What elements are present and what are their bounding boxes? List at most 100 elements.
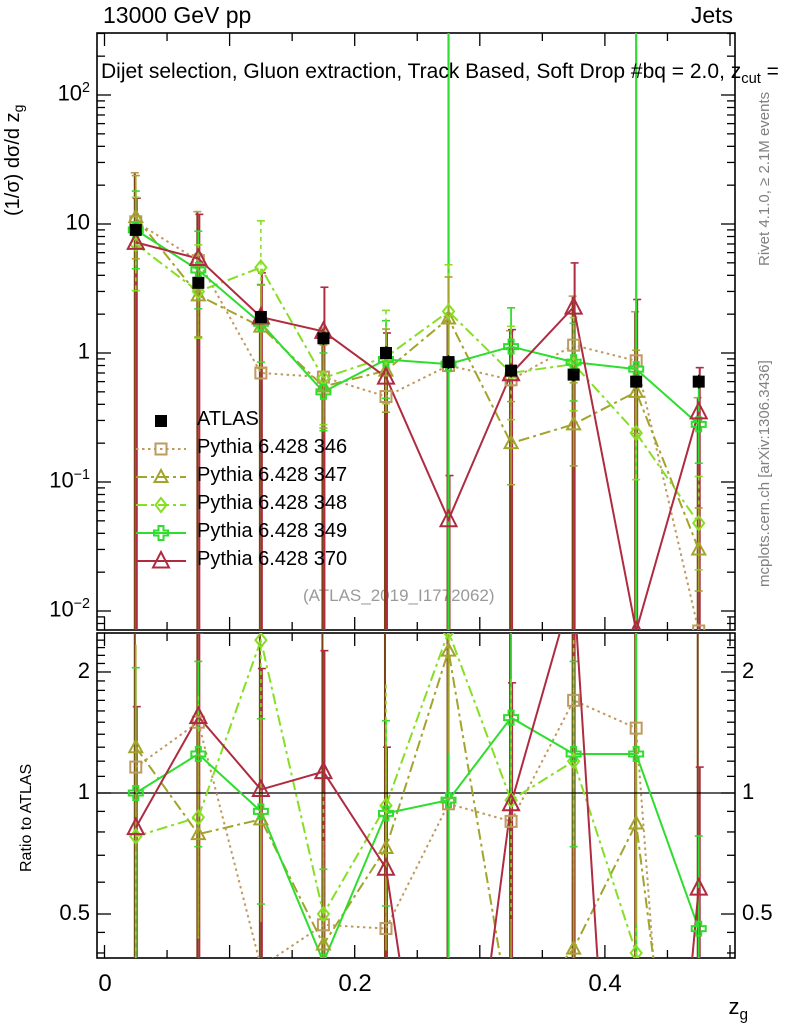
legend-label-pythia-348: Pythia 6.428 348	[197, 492, 348, 514]
ratio-y-tick-2-right: 2	[742, 658, 755, 683]
legend-label-pythia-347: Pythia 6.428 347	[197, 464, 348, 486]
marker-p347	[440, 309, 457, 325]
marker-p348	[629, 424, 643, 442]
ratio-series-line-p347	[134, 650, 655, 958]
marker-p370	[689, 400, 709, 420]
x-axis-title: zg	[690, 994, 748, 1024]
main-y-tick-0p1: 10−1	[26, 467, 90, 493]
marker-p349	[315, 383, 332, 400]
marker-p346	[692, 624, 706, 630]
ratio-marker-p349	[252, 803, 269, 820]
legend	[136, 415, 186, 569]
header-beam-energy: 13000 GeV pp	[103, 2, 252, 28]
marker-p349	[503, 338, 520, 355]
legend-label-atlas: ATLAS	[197, 408, 259, 430]
tick-text: 10	[65, 209, 90, 235]
marker-p370	[563, 295, 584, 315]
main-y-tick-100: 102	[26, 80, 90, 106]
legend-marker-atlas	[155, 415, 167, 427]
axis-ticks	[97, 32, 735, 958]
main-y-tick-1: 1	[26, 338, 90, 364]
ratio-marker-p349	[377, 805, 394, 822]
marker-atlas	[505, 364, 518, 377]
ratio-marker-p348	[566, 752, 581, 770]
ratio-y-tick-1-right: 1	[742, 779, 755, 804]
legend-marker-p346	[154, 442, 168, 456]
ratio-marker-p348	[442, 633, 455, 641]
ratio-marker-p346	[255, 961, 266, 972]
ratio-marker-p347	[315, 935, 332, 951]
series-line-p347	[134, 216, 700, 550]
ratio-marker-p346	[567, 693, 581, 707]
marker-p348	[691, 514, 706, 532]
tick-exp: −1	[73, 467, 90, 483]
series-line-p370	[135, 241, 700, 630]
legend-marker-p347	[152, 467, 170, 483]
ratio-marker-p348	[504, 791, 518, 809]
tick-text: 1	[77, 338, 90, 364]
marker-p346	[567, 338, 581, 352]
legend-marker-p348	[154, 496, 168, 514]
ratio-marker-p370	[188, 705, 208, 724]
ratio-panel-frame	[96, 632, 736, 959]
main-y-axis-title-sub: g	[10, 104, 26, 113]
main-y-tick-10: 10	[26, 209, 90, 235]
ratio-marker-p370	[126, 816, 146, 836]
marker-p349	[690, 416, 707, 433]
ratio-marker-p347	[565, 939, 582, 955]
header-analysis-group: Jets	[690, 2, 733, 28]
ratio-y-tick-0p5-left: 0.5	[59, 900, 90, 925]
legend-label-pythia-370: Pythia 6.428 370	[197, 548, 348, 570]
tick-text: 10	[49, 467, 74, 493]
marker-atlas	[692, 375, 705, 388]
x-tick-0p4: 0.4	[588, 970, 622, 997]
marker-p347	[502, 434, 520, 450]
marker-p348	[441, 302, 456, 321]
ratio-marker-p348	[254, 633, 268, 649]
mcplots-reference-note: mcplots.cern.ch [arXiv:1306.3436]	[756, 360, 773, 587]
ratio-marker-p346	[442, 797, 456, 811]
rivet-version-note: Rivet 4.1.0, ≥ 2.1M events	[756, 91, 773, 266]
marker-p346	[379, 390, 393, 404]
ratio-series-lines	[134, 633, 700, 958]
marker-p347	[627, 382, 645, 398]
ratio-marker-p346	[129, 760, 143, 774]
ratio-marker-p347	[627, 814, 645, 830]
ratio-y-tick-2-left: 2	[77, 658, 90, 683]
x-tick-0p2: 0.2	[338, 970, 372, 997]
ratio-marker-p348	[379, 797, 393, 815]
main-y-axis-title-text: (1/σ) dσ/d z	[2, 112, 24, 216]
series-line-p348	[135, 243, 700, 524]
plot-title: Dijet selection, Gluon extraction, Track…	[101, 60, 779, 87]
ratio-marker-p370	[689, 876, 709, 896]
ratio-series-markers	[126, 633, 709, 972]
marker-p348	[254, 258, 268, 277]
marker-p370	[376, 365, 396, 385]
main-y-axis-title: (1/σ) dσ/d zg	[2, 16, 26, 216]
marker-atlas	[379, 347, 392, 359]
tick-text: 10	[57, 80, 83, 106]
ratio-marker-p346	[316, 918, 330, 932]
ratio-marker-p348	[316, 905, 331, 923]
marker-atlas	[192, 276, 205, 289]
main-series-markers	[126, 208, 709, 630]
marker-atlas	[317, 332, 330, 345]
ratio-marker-p370	[251, 778, 271, 798]
ratio-marker-p346	[379, 922, 393, 936]
ratio-marker-p349	[440, 792, 457, 809]
ratio-error-bars	[131, 633, 704, 958]
marker-atlas	[129, 223, 142, 236]
marker-p370	[438, 508, 459, 528]
marker-p370	[188, 247, 208, 267]
ratio-marker-p347	[440, 641, 457, 657]
ratio-y-tick-0p5-right: 0.5	[742, 900, 773, 925]
ratio-marker-p370	[376, 857, 396, 876]
marker-atlas	[567, 368, 580, 381]
ratio-marker-p349	[127, 785, 144, 801]
marker-p346	[629, 354, 643, 368]
ratio-series-line-p349	[135, 716, 700, 958]
legend-label-pythia-349: Pythia 6.428 349	[197, 520, 348, 542]
ratio-marker-p347	[127, 738, 144, 754]
ratio-marker-p346	[629, 721, 643, 735]
